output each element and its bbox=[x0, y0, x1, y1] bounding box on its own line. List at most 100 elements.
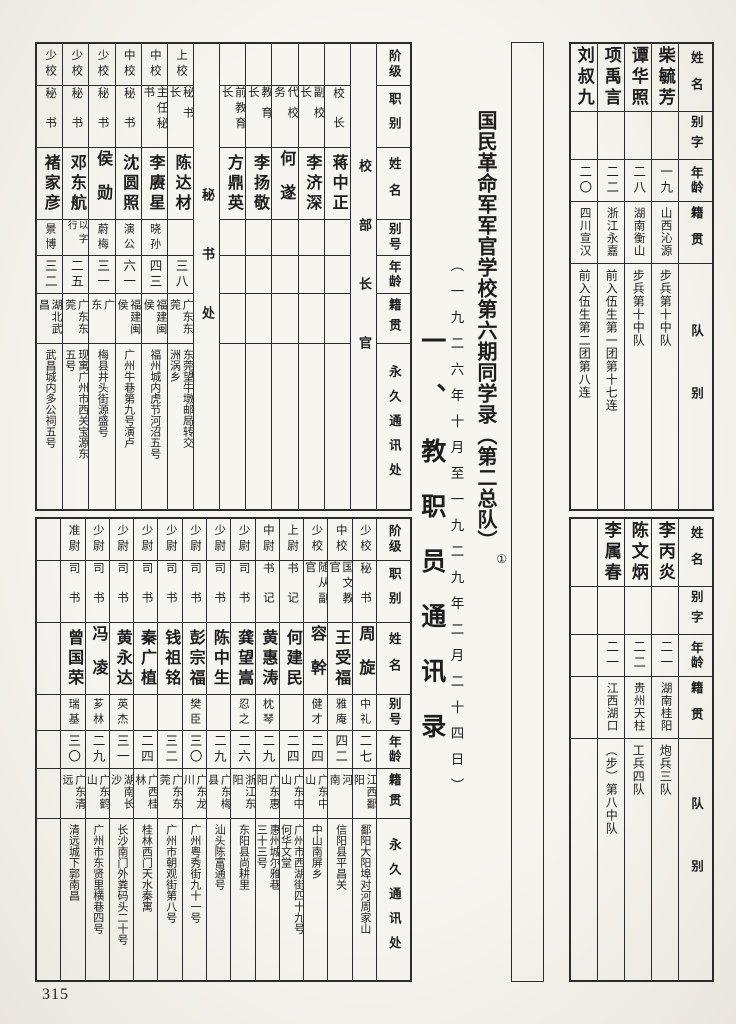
text-title: 教育长 bbox=[246, 86, 272, 127]
cell-unit: 队别 bbox=[679, 739, 712, 980]
staff-table-top: 阶级 职别 姓名 别号 年龄 籍贯 永久通讯处 校部长官 校长 蒋中正 副校长 李济深 代校务 何遂 教育长… bbox=[35, 42, 412, 511]
cell-age: 四二 bbox=[328, 731, 352, 769]
person-column: 前教育长 方鼎英 bbox=[219, 44, 246, 509]
cell-age: 二五 bbox=[63, 256, 89, 294]
cell-address: 梅县井头街源盛号 bbox=[89, 344, 114, 509]
text-origin: 广东清远 bbox=[61, 774, 85, 810]
text-rank: 准尉 bbox=[67, 524, 80, 555]
cell-address: 中山南屏乡 bbox=[304, 819, 327, 980]
text-address: 惠州城尔雅巷 三十三号 bbox=[255, 824, 279, 890]
cell-age: 二二 bbox=[598, 160, 624, 202]
cell-origin: 山西沁源 bbox=[652, 202, 678, 264]
cell-rank: 少校 bbox=[63, 44, 89, 86]
text-rank: 中校 bbox=[148, 49, 161, 80]
text-unit: 步兵第十中队 bbox=[631, 269, 646, 347]
text-name: 何遂 bbox=[277, 149, 295, 218]
text-rank: 中校 bbox=[334, 524, 347, 555]
column-label: 别字 bbox=[688, 115, 703, 156]
text-name: 褚家彦 bbox=[41, 153, 59, 214]
text-origin: 广东东莞 bbox=[158, 774, 182, 810]
person-column: 中校 主任秘书 李赓星 晓孙 四三 福建闽侯 福州城内虎节河沼五号 bbox=[140, 44, 167, 509]
text-age: 三二 bbox=[42, 259, 57, 290]
text-name: 黄惠涛 bbox=[259, 628, 277, 689]
text-unit: 步兵第十中队 bbox=[658, 269, 673, 347]
group-label-column: 秘书处 bbox=[193, 44, 219, 509]
cell-rank: 中尉 bbox=[255, 519, 279, 561]
cell-rank: 少尉 bbox=[231, 519, 255, 561]
date-range-note: （一九二六年十月至一九二九年二月二十四日） bbox=[448, 258, 464, 804]
text-alias: 晓孙 bbox=[148, 222, 161, 253]
text-title: 秘书 bbox=[122, 87, 135, 146]
cell-alias: 别号 bbox=[377, 695, 410, 731]
cell-origin: 籍贯 bbox=[377, 294, 410, 344]
cell-rank: 阶级 bbox=[377, 44, 410, 86]
cell-title: 书记 bbox=[279, 561, 304, 623]
cell-name: 姓名 bbox=[377, 148, 410, 220]
text-origin: 福建闽侯 bbox=[116, 299, 141, 335]
cell-address: 现寓广州市西关宝源东 五号 bbox=[63, 344, 89, 509]
person-column: 少尉 司书 钱祖铭 三二 广东东莞 广州市朝观街第八号 bbox=[157, 519, 182, 980]
text-address: 鄱阳大阳埠对河周家山 bbox=[358, 824, 371, 934]
text-origin: 广东 bbox=[89, 299, 115, 324]
cell-name: 项禹言 bbox=[598, 44, 624, 112]
text-title: 国文教官 bbox=[328, 561, 352, 608]
cell-alias bbox=[37, 695, 61, 731]
cell-title: 秘书 bbox=[115, 86, 141, 148]
text-age: 三〇 bbox=[187, 734, 202, 765]
group-label-cell: 校部长官 bbox=[351, 44, 376, 509]
cell-alias: 别字 bbox=[679, 587, 712, 635]
person-column: 刘叔九 二〇 四川宣汉 前入伍生第二团第八连 bbox=[571, 44, 597, 509]
cell-name: 容幹 bbox=[304, 623, 328, 695]
cell-age: 二六 bbox=[231, 731, 255, 769]
column-label: 阶级 bbox=[386, 524, 401, 555]
cell-age: 二四 bbox=[134, 731, 158, 769]
cell-name: 邓东航 bbox=[63, 148, 89, 220]
cell-title: 秘书 bbox=[36, 86, 63, 148]
text-address: 武昌城内多公祠五号 bbox=[44, 349, 57, 448]
text-name: 容幹 bbox=[307, 624, 325, 693]
cell-address: 广州牛巷第九号演卢 bbox=[116, 344, 141, 509]
cell-age: 二一 bbox=[652, 635, 678, 677]
cell-rank: 上校 bbox=[167, 44, 194, 86]
text-rank: 少尉 bbox=[116, 524, 129, 555]
column-label: 职别 bbox=[386, 567, 401, 616]
cell-title: 司书 bbox=[158, 561, 182, 623]
cell-unit: 前入伍生第一团第十七连 bbox=[598, 264, 624, 509]
cell-address: 东阳县尚耕里 bbox=[231, 819, 254, 980]
column-label: 别号 bbox=[386, 222, 401, 253]
cell-origin: 籍贯 bbox=[377, 769, 410, 819]
cell-age: 二九 bbox=[207, 731, 231, 769]
cell-title: 书记 bbox=[255, 561, 279, 623]
cell-alias bbox=[207, 695, 231, 731]
cell-rank: 中校 bbox=[141, 44, 167, 86]
text-unit: 炮兵三队 bbox=[658, 744, 673, 796]
text-name: 侯勋 bbox=[94, 149, 112, 218]
text-age: 三八 bbox=[173, 259, 188, 290]
text-address: 现寓广州市西关宝源东 五号 bbox=[63, 349, 89, 459]
text-unit: （步）第八中队 bbox=[604, 744, 619, 835]
cell-address bbox=[325, 344, 350, 509]
cell-rank bbox=[272, 44, 298, 86]
cell-alias: 别号 bbox=[377, 220, 410, 256]
text-age: 三〇 bbox=[66, 734, 81, 765]
text-name: 柴毓芳 bbox=[655, 46, 675, 109]
cell-origin: 河南 bbox=[328, 769, 352, 819]
cell-address bbox=[272, 344, 297, 509]
column-label: 籍贯 bbox=[386, 298, 401, 339]
person-column: 李丙炎 二一 湖南桂阳 炮兵三队 bbox=[651, 519, 678, 980]
cell-alias bbox=[272, 220, 298, 256]
text-address: 长沙南门外粪码头二十号 bbox=[116, 824, 129, 945]
cell-rank: 少尉 bbox=[182, 519, 207, 561]
cell-title: 主任秘书 bbox=[141, 86, 167, 148]
cell-alias: 健才 bbox=[304, 695, 328, 731]
text-age: 二八 bbox=[631, 165, 646, 196]
cell-name: 钱祖铭 bbox=[158, 623, 182, 695]
cell-origin: 广东东莞 bbox=[167, 294, 194, 344]
text-age: 二六 bbox=[236, 734, 251, 765]
cell-alias bbox=[598, 112, 624, 160]
cell-name: 秦广植 bbox=[134, 623, 158, 695]
text-name: 王受福 bbox=[332, 628, 350, 689]
person-column: 少校 秘书 褚家彦 景博 三二 湖北武昌 武昌城内多公祠五号 bbox=[36, 44, 63, 509]
text-title: 司书 bbox=[164, 562, 177, 621]
